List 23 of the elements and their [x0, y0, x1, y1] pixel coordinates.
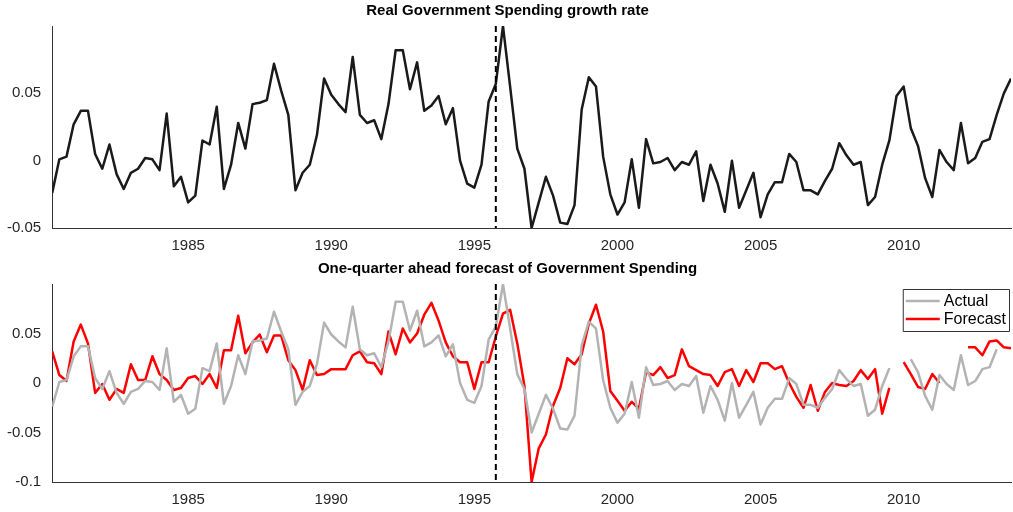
x-tick-label: 1990 — [314, 236, 348, 254]
x-tick-label: 2000 — [600, 490, 635, 508]
y-tick-label: 0 — [32, 373, 42, 391]
x-tick-label: 1985 — [171, 236, 205, 254]
y-tick-label: -0.05 — [6, 422, 42, 440]
x-tick-label: 1995 — [457, 236, 492, 254]
legend-label: Forecast — [943, 310, 1007, 328]
x-tick-label: 2005 — [743, 490, 778, 508]
x-tick-label: 2005 — [743, 236, 778, 254]
x-tick-label: 2000 — [600, 236, 635, 254]
chart-title: One-quarter ahead forecast of Government Spending — [317, 259, 698, 277]
y-tick-label: -0.1 — [15, 472, 42, 490]
x-tick-label: 2010 — [886, 236, 921, 254]
legend-label: Actual — [943, 292, 989, 310]
y-tick-label: -0.05 — [6, 218, 42, 236]
x-tick-label: 1990 — [314, 490, 348, 508]
y-tick-label: 0.05 — [11, 323, 42, 341]
y-tick-label: 0.05 — [11, 83, 42, 101]
x-tick-label: 1995 — [457, 490, 492, 508]
x-tick-label: 1985 — [171, 490, 205, 508]
chart-title: Real Government Spending growth rate — [366, 1, 649, 19]
x-tick-label: 2010 — [886, 490, 921, 508]
y-tick-label: 0 — [32, 150, 42, 168]
